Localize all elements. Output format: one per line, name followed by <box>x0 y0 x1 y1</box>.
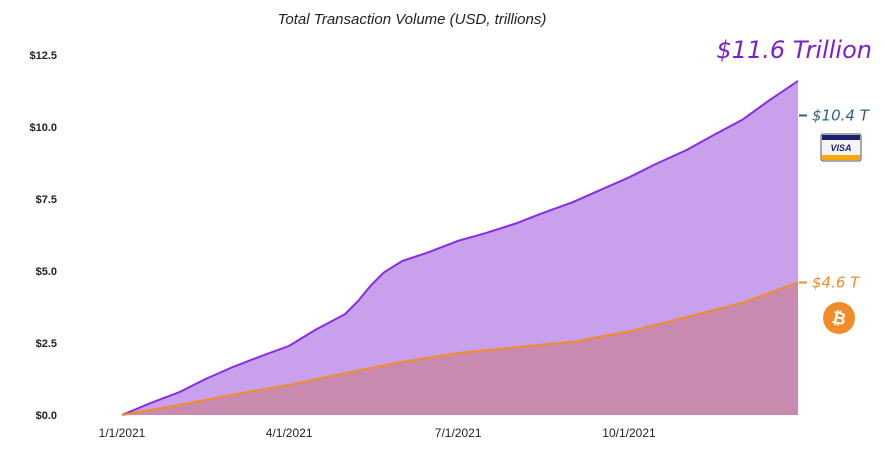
total-volume-annotation: $11.6 Trillion <box>716 36 872 64</box>
visa-card-icon: VISA <box>820 133 862 162</box>
bitcoin-icon: ₿ <box>823 302 855 334</box>
x-axis: 1/1/2021 4/1/2021 7/1/2021 10/1/2021 <box>99 426 656 440</box>
y-tick-label: $7.5 <box>36 194 57 206</box>
x-tick-label: 10/1/2021 <box>602 426 656 440</box>
total-volume-line <box>121 80 799 416</box>
x-tick-label: 4/1/2021 <box>266 426 313 440</box>
bitcoin-volume-line <box>121 281 799 416</box>
y-tick-label: $10.0 <box>29 122 57 134</box>
bitcoin-volume-annotation: $4.6 T <box>812 274 861 292</box>
y-tick-label: $2.5 <box>36 338 57 350</box>
x-tick-label: 1/1/2021 <box>99 426 146 440</box>
x-tick-label: 7/1/2021 <box>435 426 482 440</box>
visa-volume-annotation: $10.4 T <box>812 106 871 124</box>
bitcoin-volume-area <box>122 282 798 415</box>
visa-icon-label: VISA <box>830 143 851 153</box>
chart-title: Total Transaction Volume (USD, trillions… <box>278 11 547 28</box>
y-tick-label: $0.0 <box>36 410 57 422</box>
y-axis: $0.0 $2.5 $5.0 $7.5 $10.0 $12.5 <box>29 50 57 422</box>
y-tick-label: $5.0 <box>36 266 57 278</box>
y-tick-label: $12.5 <box>29 50 57 62</box>
bitcoin-icon-glyph: ₿ <box>830 308 848 330</box>
plot-area <box>121 80 799 416</box>
